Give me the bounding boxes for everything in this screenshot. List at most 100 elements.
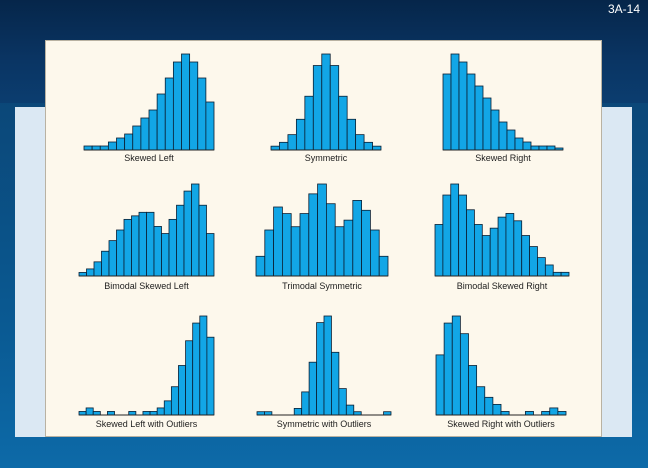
histogram-bar	[489, 227, 499, 277]
histogram-bar	[482, 97, 492, 151]
histogram-bar	[316, 322, 325, 416]
histogram-bar	[490, 109, 500, 151]
histogram-bar	[176, 204, 185, 277]
histogram-bar	[474, 85, 484, 151]
histogram-bar	[326, 203, 336, 277]
histogram-bar	[156, 93, 166, 151]
histogram-bar	[450, 53, 460, 151]
histogram-skewed-left: Skewed Left	[83, 49, 215, 164]
histogram-bar	[346, 118, 357, 151]
histogram-bar	[481, 235, 491, 277]
histogram-bar	[557, 411, 567, 416]
histogram-bar	[334, 226, 345, 277]
histogram-bar	[138, 211, 147, 277]
histogram-bar	[541, 411, 551, 416]
histogram-skewed-left-with-outliers: Skewed Left with Outliers	[78, 311, 215, 433]
histogram-bar	[206, 233, 215, 277]
histogram-bar	[529, 246, 538, 277]
histogram-symmetric: Symmetric	[270, 49, 382, 164]
histogram-bar	[293, 408, 303, 416]
histogram-bar	[521, 235, 530, 277]
histogram-bar	[476, 386, 486, 416]
histogram-bar	[459, 333, 469, 416]
histogram-bar	[552, 271, 562, 277]
histogram-bar	[78, 272, 87, 277]
histogram-bar	[331, 351, 340, 416]
histogram-bar	[107, 141, 117, 151]
histogram-bar	[546, 145, 556, 151]
histogram-bar	[287, 134, 297, 151]
histogram-bar	[116, 229, 125, 277]
histogram-bar	[321, 53, 331, 151]
histogram-chart	[442, 53, 564, 151]
histogram-bar	[170, 386, 179, 416]
histogram-bar	[352, 200, 363, 277]
histogram-bar	[181, 53, 191, 151]
histogram-bar	[458, 61, 468, 151]
histogram-bar	[484, 396, 494, 416]
histogram-bar	[123, 218, 132, 277]
histogram-trimodal-symmetric: Trimodal Symmetric	[255, 179, 389, 299]
histogram-bar	[343, 219, 354, 277]
histogram-bar	[264, 229, 275, 277]
histogram-bar	[107, 411, 115, 416]
histogram-bar	[124, 133, 134, 151]
histogram-bar	[85, 407, 94, 416]
histogram-bar	[92, 411, 101, 416]
histogram-caption: Skewed Right with Outliers	[447, 419, 555, 429]
histogram-bar	[205, 101, 215, 151]
histogram-bar	[308, 361, 317, 416]
histogram-bar	[372, 145, 382, 151]
histogram-bar	[149, 411, 158, 416]
histogram-bar	[522, 141, 532, 151]
slide-number: 3A-14	[607, 2, 640, 16]
histogram-bar	[142, 411, 151, 416]
histogram-bar	[178, 365, 186, 416]
histogram-bar	[442, 73, 452, 151]
histogram-bimodal-skewed-right: Bimodal Skewed Right	[434, 179, 570, 299]
histogram-bar	[295, 118, 306, 151]
histogram-bar	[273, 206, 283, 277]
histogram-chart	[83, 53, 215, 151]
histogram-bar	[148, 109, 158, 151]
histogram-bar	[317, 183, 327, 277]
histogram-bar	[78, 411, 87, 416]
histogram-bar	[505, 213, 515, 277]
histogram-chart	[78, 315, 215, 416]
histogram-bar	[153, 226, 162, 277]
histogram-bar	[199, 315, 208, 416]
histogram-bar	[538, 145, 548, 151]
histogram-caption: Skewed Left with Outliers	[95, 419, 198, 429]
histogram-bar	[524, 411, 534, 416]
histogram-bimodal-skewed-left: Bimodal Skewed Left	[78, 179, 215, 299]
histogram-bar	[168, 218, 177, 277]
histogram-bar	[281, 213, 292, 277]
histogram-bar	[101, 250, 110, 277]
histogram-figure: Skewed Left Symmetric Skewed Right Bimod…	[45, 40, 602, 437]
histogram-chart	[434, 183, 570, 277]
histogram-bar	[537, 257, 546, 277]
histogram-bar	[189, 61, 199, 151]
histogram-bar	[544, 264, 554, 277]
histogram-bar	[338, 388, 347, 416]
histogram-chart	[270, 53, 382, 151]
histogram-bar	[301, 391, 310, 416]
histogram-bar	[191, 183, 200, 277]
histogram-bar	[312, 65, 323, 151]
histogram-bar	[91, 145, 101, 151]
histogram-bar	[86, 268, 95, 277]
histogram-caption: Bimodal Skewed Right	[456, 281, 548, 291]
histogram-bar	[161, 233, 170, 277]
histogram-symmetric-with-outliers: Symmetric with Outliers	[256, 311, 392, 433]
histogram-bar	[308, 193, 318, 277]
histogram-caption: Symmetric with Outliers	[276, 419, 372, 429]
histogram-bar	[93, 261, 102, 277]
histogram-bar	[514, 137, 524, 151]
histogram-bar	[108, 240, 117, 277]
histogram-chart	[255, 183, 389, 277]
histogram-bar	[99, 145, 109, 151]
histogram-bar	[497, 216, 507, 277]
histogram-skewed-right-with-outliers: Skewed Right with Outliers	[435, 311, 567, 433]
histogram-bar	[355, 134, 365, 151]
histogram-bar	[474, 224, 483, 277]
